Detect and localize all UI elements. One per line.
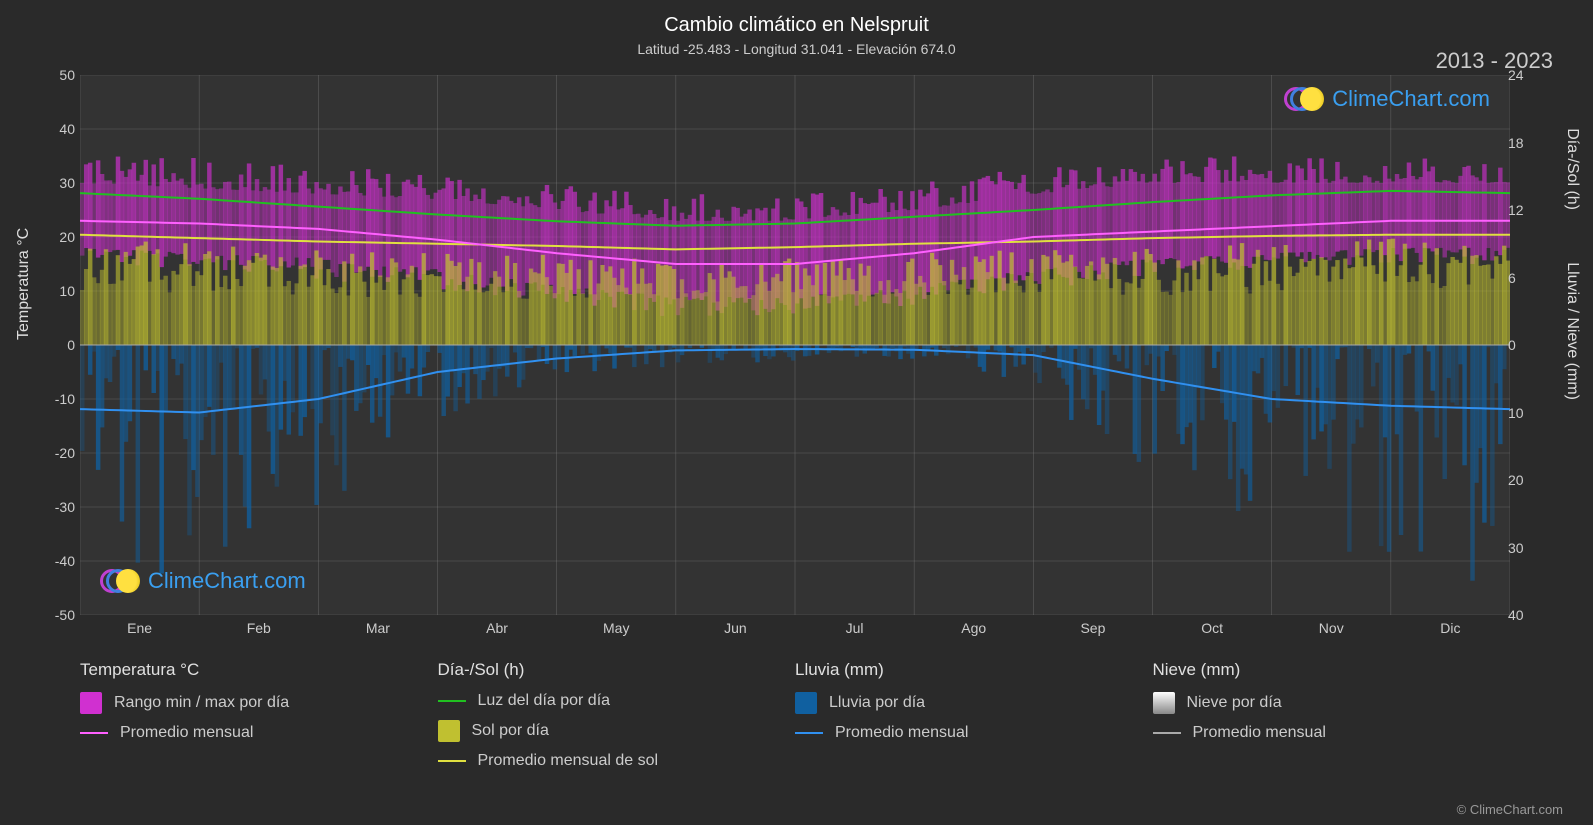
x-tick: Dic — [1440, 620, 1460, 636]
y-tick-left: 20 — [45, 229, 75, 245]
copyright: © ClimeChart.com — [1457, 802, 1563, 817]
y-tick-right: 30 — [1508, 540, 1538, 556]
legend-header: Lluvia (mm) — [795, 660, 1153, 680]
y-tick-left: 0 — [45, 337, 75, 353]
legend-label: Nieve por día — [1187, 694, 1282, 712]
y-tick-left: 50 — [45, 67, 75, 83]
plot-svg — [80, 75, 1510, 615]
x-tick: Ene — [127, 620, 152, 636]
plot-area: ClimeChart.com ClimeChart.com — [80, 75, 1510, 615]
legend-item: Promedio mensual — [80, 724, 438, 742]
climate-chart: Cambio climático en Nelspruit Latitud -2… — [0, 0, 1593, 825]
legend-label: Promedio mensual — [1193, 724, 1326, 742]
x-tick: Ago — [961, 620, 986, 636]
y-tick-left: -30 — [45, 499, 75, 515]
x-tick: Abr — [486, 620, 508, 636]
y-tick-left: -50 — [45, 607, 75, 623]
x-tick: Sep — [1080, 620, 1105, 636]
legend-item: Lluvia por día — [795, 692, 1153, 714]
x-tick: Jun — [724, 620, 747, 636]
x-tick: May — [603, 620, 629, 636]
legend-item: Sol por día — [438, 720, 796, 742]
legend-label: Lluvia por día — [829, 694, 925, 712]
x-tick: Nov — [1319, 620, 1344, 636]
legend-item: Luz del día por día — [438, 692, 796, 710]
legend-line — [438, 700, 466, 702]
legend-daysun: Día-/Sol (h) Luz del día por día Sol por… — [438, 660, 796, 780]
x-tick: Mar — [366, 620, 390, 636]
chart-title: Cambio climático en Nelspruit — [0, 10, 1593, 37]
legend-line — [795, 732, 823, 734]
y-tick-right: 10 — [1508, 405, 1538, 421]
y-tick-right: 6 — [1508, 270, 1538, 286]
x-tick: Feb — [247, 620, 271, 636]
y-tick-left: -20 — [45, 445, 75, 461]
y-tick-right: 0 — [1508, 337, 1538, 353]
legend-swatch — [1153, 692, 1175, 714]
y-tick-right: 20 — [1508, 472, 1538, 488]
chart-subtitle: Latitud -25.483 - Longitud 31.041 - Elev… — [0, 37, 1593, 57]
legend-snow: Nieve (mm) Nieve por día Promedio mensua… — [1153, 660, 1511, 780]
y-tick-left: 10 — [45, 283, 75, 299]
legend-line — [1153, 732, 1181, 734]
y-axis-left-label: Temperatura °C — [15, 228, 33, 340]
watermark-text: ClimeChart.com — [148, 568, 306, 594]
watermark-top: ClimeChart.com — [1284, 85, 1490, 113]
legend-line — [438, 760, 466, 762]
legend-header: Día-/Sol (h) — [438, 660, 796, 680]
y-tick-left: -40 — [45, 553, 75, 569]
legend-line — [80, 732, 108, 734]
y-tick-right: 18 — [1508, 135, 1538, 151]
logo-icon — [100, 567, 140, 595]
legend-item: Rango min / max por día — [80, 692, 438, 714]
legend-header: Nieve (mm) — [1153, 660, 1511, 680]
x-tick: Oct — [1201, 620, 1223, 636]
watermark-bottom: ClimeChart.com — [100, 567, 306, 595]
logo-icon — [1284, 85, 1324, 113]
legend-item: Promedio mensual — [795, 724, 1153, 742]
y-tick-left: -10 — [45, 391, 75, 407]
legend-label: Promedio mensual de sol — [478, 752, 659, 770]
legend-swatch — [80, 692, 102, 714]
y-tick-right: 12 — [1508, 202, 1538, 218]
y-tick-left: 40 — [45, 121, 75, 137]
y-tick-left: 30 — [45, 175, 75, 191]
x-tick: Jul — [846, 620, 864, 636]
legend-item: Promedio mensual de sol — [438, 752, 796, 770]
y-tick-right: 40 — [1508, 607, 1538, 623]
legend-swatch — [795, 692, 817, 714]
y-tick-right: 24 — [1508, 67, 1538, 83]
legend-label: Sol por día — [472, 722, 549, 740]
legend-label: Luz del día por día — [478, 692, 611, 710]
y-axis-right-bottom-label: Lluvia / Nieve (mm) — [1563, 262, 1581, 400]
y-axis-right-top-label: Día-/Sol (h) — [1563, 128, 1581, 210]
watermark-text: ClimeChart.com — [1332, 86, 1490, 112]
legend-item: Promedio mensual — [1153, 724, 1511, 742]
legend-label: Promedio mensual — [835, 724, 968, 742]
legend-header: Temperatura °C — [80, 660, 438, 680]
legend-label: Rango min / max por día — [114, 694, 289, 712]
legend: Temperatura °C Rango min / max por día P… — [80, 660, 1510, 780]
legend-temperature: Temperatura °C Rango min / max por día P… — [80, 660, 438, 780]
legend-item: Nieve por día — [1153, 692, 1511, 714]
legend-rain: Lluvia (mm) Lluvia por día Promedio mens… — [795, 660, 1153, 780]
legend-label: Promedio mensual — [120, 724, 253, 742]
legend-swatch — [438, 720, 460, 742]
